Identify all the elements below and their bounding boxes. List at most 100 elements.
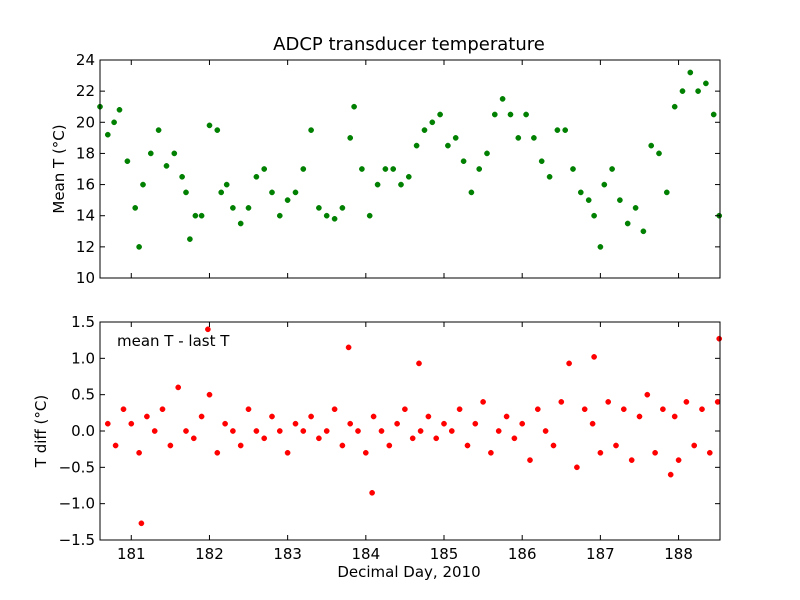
bottom-data-point bbox=[222, 420, 228, 427]
top-data-point bbox=[237, 220, 244, 227]
top-data-point bbox=[570, 166, 576, 172]
top-data-point bbox=[687, 69, 694, 76]
bottom-data-point bbox=[394, 420, 400, 427]
bottom-data-point bbox=[597, 449, 604, 456]
top-data-point bbox=[116, 106, 123, 113]
bottom-data-point bbox=[519, 420, 526, 427]
bottom-data-point bbox=[699, 406, 705, 413]
bottom-x-tick-label: 186 bbox=[508, 545, 537, 563]
top-data-point bbox=[253, 173, 260, 180]
bottom-y-axis-label: T diff (°C) bbox=[32, 395, 50, 468]
bottom-data-point bbox=[480, 399, 486, 405]
bottom-data-point bbox=[558, 399, 565, 405]
bottom-data-point bbox=[417, 428, 424, 434]
bottom-data-point bbox=[300, 428, 307, 434]
bottom-data-point bbox=[495, 428, 502, 434]
top-data-point bbox=[347, 135, 354, 141]
top-data-point bbox=[703, 80, 709, 87]
bottom-data-point bbox=[230, 428, 236, 434]
top-data-point bbox=[155, 127, 162, 133]
top-y-tick-label: 10 bbox=[76, 269, 95, 287]
bottom-data-point bbox=[416, 360, 422, 367]
top-data-point bbox=[223, 181, 230, 188]
bottom-data-point bbox=[550, 442, 557, 449]
bottom-data-point bbox=[448, 428, 455, 434]
top-data-point bbox=[284, 197, 291, 203]
bottom-y-axis-ticks: −1.5 −1.0 −0.5 0.0 0.5 1.0 1.5 bbox=[59, 313, 720, 549]
top-data-point bbox=[468, 189, 475, 196]
bottom-data-point bbox=[620, 406, 627, 413]
top-data-point bbox=[531, 135, 537, 141]
bottom-data-point bbox=[183, 428, 189, 434]
bottom-data-point bbox=[386, 442, 393, 449]
top-data-point bbox=[679, 88, 686, 94]
top-data-point bbox=[429, 119, 436, 126]
bottom-annotation: mean T - last T bbox=[117, 332, 230, 350]
top-data-point bbox=[187, 236, 193, 242]
top-data-point bbox=[206, 122, 213, 129]
bottom-data-point bbox=[402, 406, 408, 413]
bottom-data-point bbox=[472, 420, 479, 427]
top-data-point bbox=[437, 111, 443, 118]
top-data-point bbox=[452, 135, 459, 141]
bottom-data-point bbox=[511, 435, 518, 442]
bottom-x-tick-label: 183 bbox=[273, 545, 302, 563]
top-data-point bbox=[491, 111, 498, 118]
top-data-point bbox=[648, 142, 655, 149]
bottom-data-point bbox=[269, 413, 275, 420]
bottom-data-point bbox=[331, 406, 338, 413]
bottom-panel: −1.5 −1.0 −0.5 0.0 0.5 1.0 1.5 181 182 183 184 185… bbox=[32, 313, 723, 581]
bottom-data-point bbox=[503, 413, 510, 420]
top-data-point bbox=[663, 189, 670, 196]
top-y-axis-label: Mean T (°C) bbox=[50, 124, 68, 213]
bottom-data-point bbox=[261, 435, 268, 442]
top-data-point bbox=[261, 166, 268, 172]
top-data-point bbox=[351, 103, 357, 110]
bottom-y-tick-label: 0.0 bbox=[71, 422, 95, 440]
top-data-point bbox=[695, 88, 701, 94]
top-data-point bbox=[617, 197, 623, 203]
bottom-data-point bbox=[167, 442, 174, 449]
bottom-data-point bbox=[613, 442, 619, 449]
bottom-data-point bbox=[138, 520, 145, 527]
bottom-data-point bbox=[691, 442, 698, 449]
top-data-point bbox=[198, 212, 205, 219]
top-data-point bbox=[269, 189, 275, 196]
bottom-data-point bbox=[441, 420, 447, 427]
bottom-y-tick-label: −0.5 bbox=[59, 458, 95, 476]
top-data-point bbox=[562, 127, 569, 133]
bottom-data-point bbox=[151, 428, 158, 434]
bottom-data-point bbox=[581, 406, 588, 413]
top-data-point bbox=[515, 135, 522, 141]
top-data-point bbox=[460, 158, 467, 165]
top-data-point bbox=[538, 158, 545, 165]
top-data-point bbox=[413, 142, 420, 149]
top-data-point bbox=[523, 111, 529, 118]
top-data-point bbox=[546, 173, 553, 180]
bottom-y-tick-label: −1.0 bbox=[59, 495, 95, 513]
top-data-point bbox=[136, 244, 142, 250]
top-data-point bbox=[331, 215, 338, 222]
bottom-data-point bbox=[245, 406, 252, 413]
bottom-data-point bbox=[671, 413, 678, 420]
bottom-data-point bbox=[660, 406, 666, 413]
top-data-point bbox=[624, 220, 631, 227]
chart-title: ADCP transducer temperature bbox=[273, 34, 545, 55]
top-x-axis-ticks bbox=[130, 60, 680, 278]
bottom-data-point bbox=[323, 428, 330, 434]
top-data-point bbox=[382, 166, 389, 172]
top-data-point bbox=[499, 96, 506, 102]
bottom-y-tick-label: 0.5 bbox=[71, 386, 95, 404]
top-data-point bbox=[405, 173, 412, 180]
bottom-data-point bbox=[355, 428, 361, 434]
top-data-point bbox=[601, 181, 608, 188]
bottom-x-tick-label: 187 bbox=[586, 545, 615, 563]
top-data-point bbox=[192, 212, 199, 219]
bottom-data-point bbox=[112, 442, 119, 449]
bottom-data-point bbox=[345, 344, 352, 351]
bottom-data-point bbox=[488, 449, 494, 456]
bottom-data-point bbox=[574, 464, 580, 471]
bottom-data-point bbox=[464, 442, 471, 449]
bottom-data-point bbox=[136, 449, 142, 456]
top-data-point bbox=[323, 212, 330, 219]
